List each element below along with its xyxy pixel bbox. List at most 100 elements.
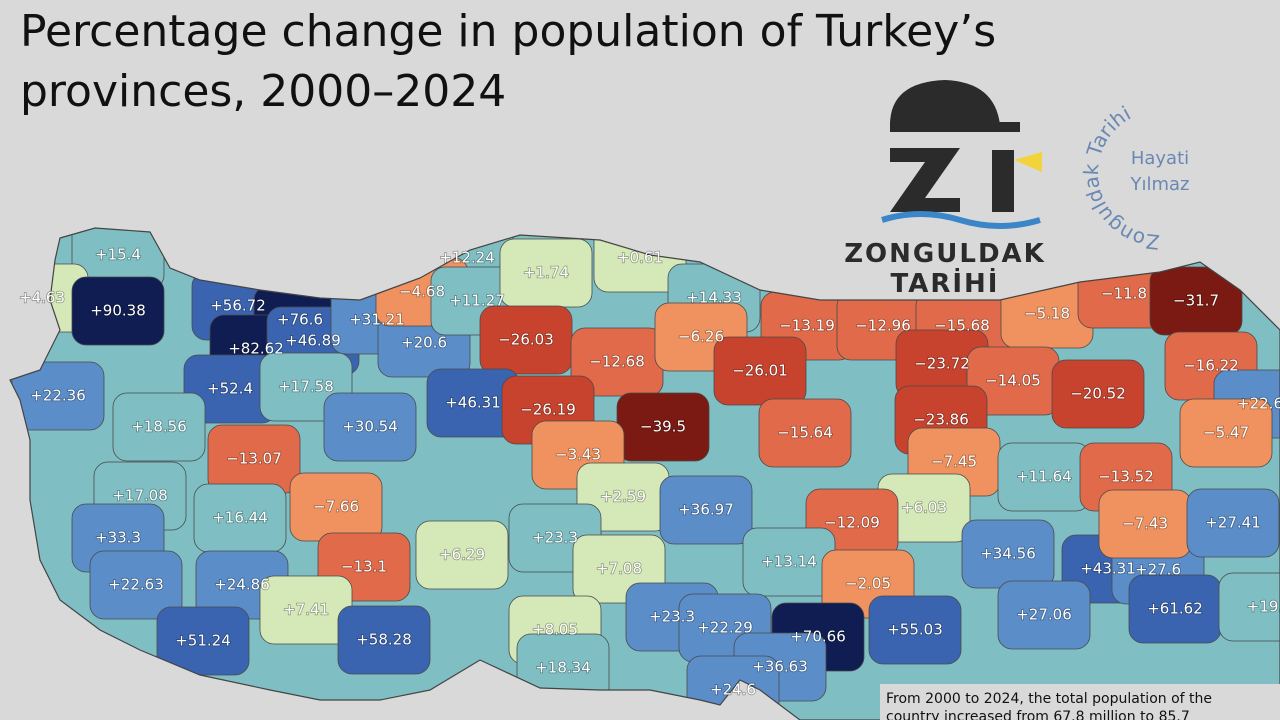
province-label: −39.5 <box>640 418 686 436</box>
province-label: +22.36 <box>30 387 86 405</box>
province-label: −15.68 <box>934 317 990 335</box>
title-line: provinces, 2000–2024 <box>20 66 506 117</box>
province-label: +76.6 <box>277 311 323 329</box>
province-label: −7.66 <box>313 498 359 516</box>
province <box>1179 398 1273 468</box>
logo-wave <box>881 211 1041 229</box>
province-label: +18.56 <box>131 418 187 436</box>
province-label: +11.64 <box>1016 468 1072 486</box>
province-label: −23.72 <box>914 355 970 373</box>
province-label: +30.54 <box>342 418 398 436</box>
province <box>323 392 417 462</box>
province-label: +33.3 <box>95 529 141 547</box>
province-label: +23.3 <box>649 608 695 626</box>
province-label: +17.58 <box>278 378 334 396</box>
province <box>415 520 509 590</box>
province-label: +1.74 <box>523 264 569 282</box>
province-label: −12.09 <box>824 514 880 532</box>
province-label: −20.52 <box>1070 385 1126 403</box>
province-label: +4.63 <box>19 289 65 307</box>
note-line: From 2000 to 2024, the total population … <box>886 691 1212 707</box>
watermark: Zonguldak Tarihi Hayati Yılmaz <box>1079 101 1190 254</box>
province-label: +61.62 <box>1147 600 1203 618</box>
province-label: +6.29 <box>439 546 485 564</box>
province-label: −31.7 <box>1173 292 1219 310</box>
logo-z <box>890 148 960 212</box>
province-label: +16.44 <box>212 509 268 527</box>
province-label: +36.63 <box>752 658 808 676</box>
province-label: +22.29 <box>697 619 753 637</box>
province-label: −2.05 <box>845 575 891 593</box>
province <box>868 595 962 665</box>
country-outline <box>9 227 1280 720</box>
province-label: +23.3 <box>532 529 578 547</box>
province-label: +15.4 <box>95 246 141 264</box>
province-label: −23.86 <box>913 411 969 429</box>
province-label: −13.52 <box>1098 468 1154 486</box>
province-label: +55.03 <box>887 621 943 639</box>
province-label: +52.4 <box>207 380 253 398</box>
provinces <box>10 228 1280 720</box>
province <box>89 550 183 620</box>
province-label: −26.19 <box>520 401 576 419</box>
province-label: +12.24 <box>439 249 495 267</box>
province-label: +58.28 <box>356 631 412 649</box>
province-label: −11.8 <box>1101 285 1147 303</box>
province-label: +18.34 <box>535 659 591 677</box>
province-label: −12.68 <box>589 353 645 371</box>
province-label: +14.33 <box>686 289 742 307</box>
note-line: country increased from 67.8 million to 8… <box>886 709 1190 720</box>
province-label: −26.01 <box>732 362 788 380</box>
province-label: +51.24 <box>175 632 231 650</box>
province-label: +90.38 <box>90 302 146 320</box>
province <box>758 398 852 468</box>
province <box>713 336 807 406</box>
province-label: −13.1 <box>341 558 387 576</box>
province <box>337 605 431 675</box>
province <box>659 475 753 545</box>
province-label: +27.6 <box>1135 561 1181 579</box>
province-label: +8.05 <box>532 621 578 639</box>
province-label: −5.18 <box>1024 305 1070 323</box>
province-label: +27.41 <box>1205 514 1261 532</box>
province-label: +43.31 <box>1080 560 1136 578</box>
province-label: −16.22 <box>1183 357 1239 375</box>
province-label: +70.66 <box>790 628 846 646</box>
province-label: −5.47 <box>1203 424 1249 442</box>
province-labels: +15.4 +4.63 +90.38 +56.72 +76.6 +82.62 +46.89 +… <box>18 245 1280 700</box>
province-label: +19. <box>1247 598 1280 616</box>
province-label: +56.72 <box>210 297 266 315</box>
province <box>1218 572 1280 642</box>
province-label: +27.06 <box>1016 606 1072 624</box>
province-label: +6.03 <box>901 499 947 517</box>
logo-helmet <box>890 80 1000 125</box>
province <box>1051 359 1145 429</box>
province-label: −26.03 <box>498 331 554 349</box>
province-label: +36.97 <box>678 501 734 519</box>
province-label: +24.6 <box>710 681 756 699</box>
province-label: −13.19 <box>779 317 835 335</box>
province-label: +7.08 <box>596 560 642 578</box>
logo-subtitle: TARİHİ <box>891 267 1000 299</box>
province-label: −12.96 <box>855 317 911 335</box>
province-label: +22.63 <box>108 576 164 594</box>
logo-brim <box>890 122 1020 132</box>
province-label: +13.14 <box>761 553 817 571</box>
province <box>1186 488 1280 558</box>
watermark-author: Hayati <box>1131 148 1189 169</box>
province-label: −6.26 <box>678 328 724 346</box>
province-label: +22.6 <box>1237 395 1280 413</box>
province-label: +17.08 <box>112 487 168 505</box>
province-label: −7.45 <box>931 453 977 471</box>
province-label: +24.86 <box>214 576 270 594</box>
province-label: −7.43 <box>1122 515 1168 533</box>
logo: ZONGULDAK TARİHİ <box>844 80 1044 299</box>
province-label: +20.6 <box>401 334 447 352</box>
title-line: Percentage change in population of Turke… <box>20 6 996 57</box>
province-label: +0.61 <box>617 249 663 267</box>
province <box>156 606 250 676</box>
logo-lighthouse <box>992 150 1014 212</box>
note-box <box>880 684 1280 720</box>
province-label: +46.31 <box>445 394 501 412</box>
logo-light <box>1014 152 1042 172</box>
